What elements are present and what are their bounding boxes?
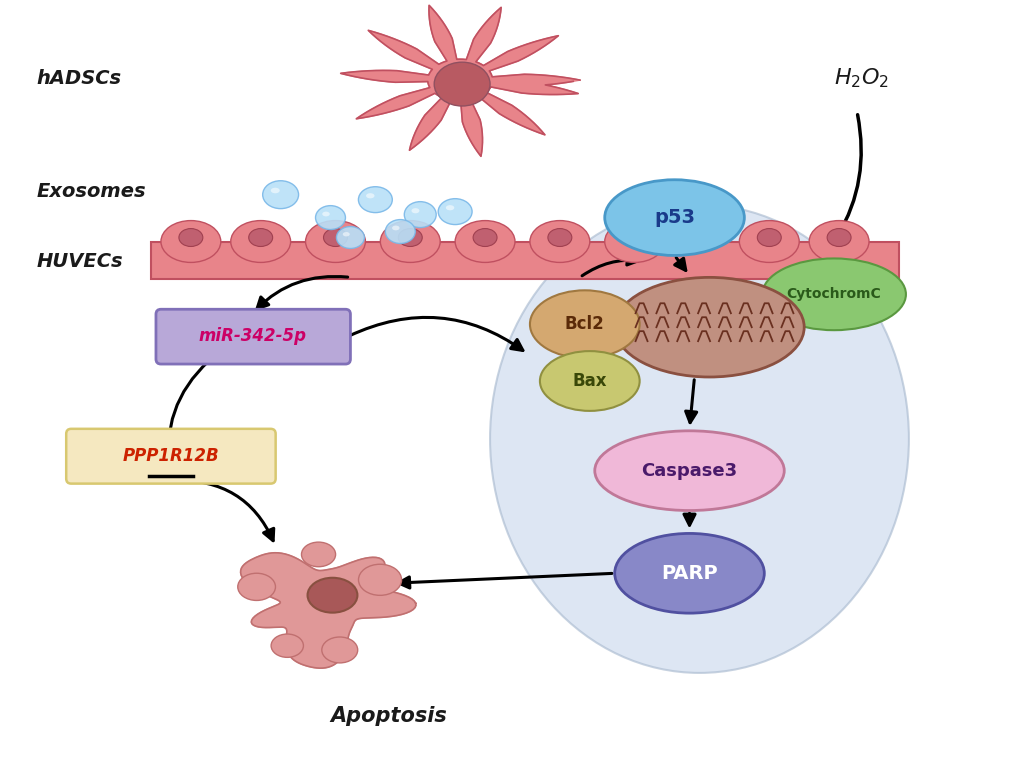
FancyBboxPatch shape	[66, 429, 275, 483]
Ellipse shape	[306, 221, 365, 263]
Ellipse shape	[380, 221, 440, 263]
Text: Apoptosis: Apoptosis	[330, 706, 446, 726]
Ellipse shape	[302, 542, 335, 567]
Ellipse shape	[321, 637, 358, 663]
Ellipse shape	[739, 221, 799, 263]
Ellipse shape	[445, 205, 453, 210]
Ellipse shape	[323, 228, 347, 247]
Ellipse shape	[249, 228, 272, 247]
Ellipse shape	[342, 232, 350, 236]
Ellipse shape	[547, 228, 572, 247]
Ellipse shape	[366, 194, 374, 198]
Ellipse shape	[614, 277, 803, 377]
Ellipse shape	[808, 221, 868, 263]
Ellipse shape	[454, 221, 515, 263]
Ellipse shape	[604, 180, 744, 256]
Text: PARP: PARP	[660, 564, 717, 583]
FancyBboxPatch shape	[156, 309, 351, 364]
Ellipse shape	[826, 228, 850, 247]
Text: miR-342-5p: miR-342-5p	[199, 327, 307, 345]
Bar	[151, 241, 898, 279]
Ellipse shape	[230, 221, 290, 263]
Ellipse shape	[438, 199, 472, 225]
Ellipse shape	[489, 205, 908, 673]
Ellipse shape	[761, 259, 905, 330]
Text: Bcl2: Bcl2	[565, 315, 604, 333]
Ellipse shape	[358, 187, 392, 213]
Text: $\mathit{H_2O_2}$: $\mathit{H_2O_2}$	[834, 66, 889, 90]
Ellipse shape	[622, 228, 646, 247]
Ellipse shape	[315, 206, 345, 229]
Ellipse shape	[539, 351, 639, 411]
Ellipse shape	[336, 227, 364, 248]
Ellipse shape	[161, 221, 220, 263]
Ellipse shape	[322, 212, 329, 216]
Ellipse shape	[434, 62, 489, 106]
Ellipse shape	[178, 228, 203, 247]
Ellipse shape	[614, 534, 763, 613]
Polygon shape	[240, 553, 416, 668]
Text: Caspase3: Caspase3	[641, 461, 737, 480]
Ellipse shape	[391, 225, 399, 230]
Ellipse shape	[263, 181, 299, 209]
Ellipse shape	[594, 431, 784, 511]
Ellipse shape	[397, 228, 422, 247]
Ellipse shape	[237, 573, 275, 600]
Ellipse shape	[604, 221, 664, 263]
Polygon shape	[340, 5, 580, 156]
Ellipse shape	[271, 634, 303, 657]
Ellipse shape	[756, 228, 781, 247]
Ellipse shape	[530, 291, 639, 358]
Text: hADSCs: hADSCs	[37, 68, 121, 87]
Text: Exosomes: Exosomes	[37, 182, 146, 201]
Text: Bax: Bax	[572, 372, 606, 390]
Ellipse shape	[358, 564, 401, 595]
Text: PPP1R12B: PPP1R12B	[122, 447, 219, 465]
Ellipse shape	[385, 219, 415, 244]
Ellipse shape	[411, 208, 419, 213]
Text: CytochromC: CytochromC	[786, 288, 880, 301]
Ellipse shape	[308, 578, 357, 613]
Ellipse shape	[473, 228, 496, 247]
Ellipse shape	[270, 187, 279, 194]
Text: HUVECs: HUVECs	[37, 252, 123, 271]
Ellipse shape	[530, 221, 589, 263]
Text: p53: p53	[653, 208, 694, 227]
Ellipse shape	[404, 202, 436, 228]
